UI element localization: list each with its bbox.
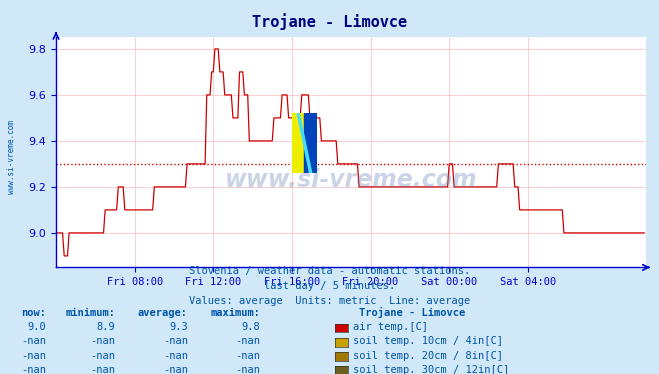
Text: -nan: -nan bbox=[163, 351, 188, 361]
Text: -nan: -nan bbox=[235, 337, 260, 346]
Text: -nan: -nan bbox=[235, 351, 260, 361]
Text: soil temp. 20cm / 8in[C]: soil temp. 20cm / 8in[C] bbox=[353, 351, 503, 361]
Text: -nan: -nan bbox=[90, 337, 115, 346]
Text: average:: average: bbox=[138, 308, 188, 318]
Text: -nan: -nan bbox=[21, 337, 46, 346]
Text: 9.3: 9.3 bbox=[169, 322, 188, 332]
Text: www.si-vreme.com: www.si-vreme.com bbox=[225, 168, 477, 192]
Text: Slovenia / weather data - automatic stations.: Slovenia / weather data - automatic stat… bbox=[189, 266, 470, 276]
Text: Trojane - Limovce: Trojane - Limovce bbox=[252, 13, 407, 30]
Text: soil temp. 10cm / 4in[C]: soil temp. 10cm / 4in[C] bbox=[353, 337, 503, 346]
Text: Values: average  Units: metric  Line: average: Values: average Units: metric Line: aver… bbox=[189, 296, 470, 306]
Text: air temp.[C]: air temp.[C] bbox=[353, 322, 428, 332]
Text: -nan: -nan bbox=[21, 365, 46, 374]
Text: minimum:: minimum: bbox=[65, 308, 115, 318]
Text: -nan: -nan bbox=[163, 365, 188, 374]
Bar bbox=[304, 113, 317, 173]
Text: Trojane - Limovce: Trojane - Limovce bbox=[359, 307, 465, 318]
Text: 8.9: 8.9 bbox=[97, 322, 115, 332]
Text: -nan: -nan bbox=[90, 351, 115, 361]
Text: www.si-vreme.com: www.si-vreme.com bbox=[7, 120, 16, 194]
Text: -nan: -nan bbox=[235, 365, 260, 374]
Text: -nan: -nan bbox=[21, 351, 46, 361]
Text: -nan: -nan bbox=[90, 365, 115, 374]
Bar bbox=[292, 113, 304, 173]
Text: last day / 5 minutes.: last day / 5 minutes. bbox=[264, 281, 395, 291]
Text: -nan: -nan bbox=[163, 337, 188, 346]
Text: soil temp. 30cm / 12in[C]: soil temp. 30cm / 12in[C] bbox=[353, 365, 509, 374]
Text: maximum:: maximum: bbox=[210, 308, 260, 318]
Text: now:: now: bbox=[21, 308, 46, 318]
Text: 9.0: 9.0 bbox=[28, 322, 46, 332]
Text: 9.8: 9.8 bbox=[242, 322, 260, 332]
